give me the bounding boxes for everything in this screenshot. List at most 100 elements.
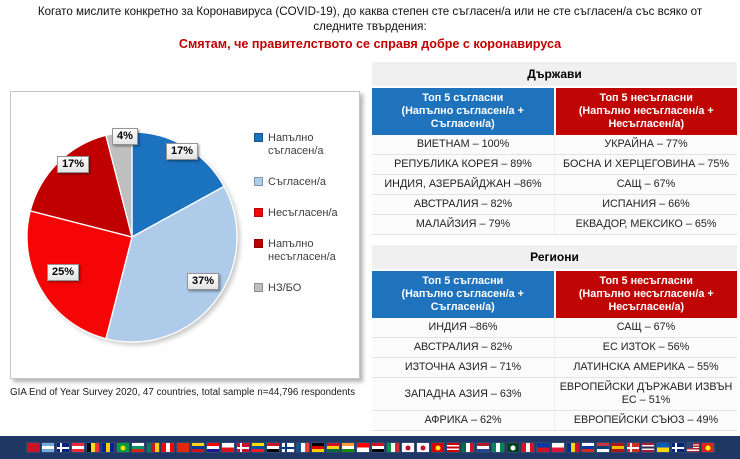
column-header-line1: Топ 5 несъгласни (599, 92, 693, 104)
flag-emblem (405, 445, 410, 450)
flag-mexico-icon (461, 443, 474, 452)
flag-denmark-icon (236, 443, 249, 452)
column-header-line2: (Напълно несъгласен/а + Несъгласен/а) (578, 105, 714, 130)
column-header-line2: (Напълно съгласен/а + Съгласен/а) (401, 105, 524, 130)
flag-colombia-icon (191, 443, 204, 452)
flag-japan-icon (401, 443, 414, 452)
flag-emblem (120, 445, 125, 450)
table-header-row: Топ 5 съгласни (Напълно съгласен/а + Съгл… (372, 88, 737, 135)
legend-swatch-icon (254, 283, 263, 292)
pie-slice-2 (26, 210, 133, 340)
table-row: МАЛАЙЗИЯ – 79% ЕКВАДОР, МЕКСИКО – 65% (372, 215, 737, 235)
flag-india-icon (341, 443, 354, 452)
column-header-line2: (Напълно несъгласен/а + Несъгласен/а) (578, 288, 714, 313)
table-cell: МАЛАЙЗИЯ – 79% (415, 218, 511, 230)
flag-emblem (510, 445, 515, 450)
table-cell: ЗАПАДНА АЗИЯ – 63% (404, 387, 522, 400)
table-countries: Държави Топ 5 съгласни (Напълно съгласен/а… (372, 62, 737, 235)
legend-label: Несъгласен/а (268, 207, 338, 219)
column-header-line1: Топ 5 несъгласни (599, 275, 693, 287)
pie-label-disagree: 25% (47, 264, 80, 281)
legend-item-4: НЗ/БО (254, 282, 356, 295)
table-cell: АВСТРАЛИЯ – 82% (413, 198, 513, 210)
flag-cross-h (671, 446, 684, 449)
flag-czechia-icon (221, 443, 234, 452)
table-row: ИНДИЯ –86% САЩ – 67% (372, 318, 737, 338)
flag-finland-icon (281, 443, 294, 452)
table-row: ЗАПАДНА АЗИЯ – 63% ЕВРОПЕЙСКИ ДЪРЖАВИ ИЗВ… (372, 378, 737, 411)
table-cell: БОСНА И ХЕРЦЕГОВИНА – 75% (554, 155, 737, 174)
column-header-disagree: Топ 5 несъгласни (Напълно несъгласен/а + … (553, 271, 737, 318)
flag-australia-icon (56, 443, 69, 452)
flag-romania-icon (566, 443, 579, 452)
legend-swatch-icon (254, 177, 263, 186)
table-cell: АФРИКА – 62% (424, 414, 502, 426)
flag-bosnia-herzegovina-icon (101, 443, 114, 452)
flag-cross-v (60, 443, 63, 452)
table-cell: ИНДИЯ, АЗЕРБАЙДЖАН –86% (384, 178, 542, 190)
column-header-agree: Топ 5 съгласни (Напълно съгласен/а + Съгл… (372, 271, 554, 318)
flag-indonesia-icon (356, 443, 369, 452)
flag-switzerland-icon (626, 443, 639, 452)
table-row: ИНДИЯ, АЗЕРБАЙДЖАН –86% САЩ – 67% (372, 175, 737, 195)
flag-cross-v (630, 443, 633, 452)
flag-cross-v (285, 443, 288, 452)
flag-emblem (705, 445, 710, 450)
header: Когато мислите конкретно за Коронавируса… (0, 4, 740, 52)
table-cell: ЕВРОПЕЙСКИ ДЪРЖАВИ ИЗВЪН ЕС – 51% (554, 378, 737, 410)
flag-cross-h (56, 446, 69, 449)
flag-argentina-icon (41, 443, 54, 452)
flag-south-korea-icon (416, 443, 429, 452)
flag-poland-icon (551, 443, 564, 452)
chart-legend: Напълно съгласен/а Съгласен/а Несъгласен/а… (254, 132, 356, 295)
column-header-agree: Топ 5 съгласни (Напълно съгласен/а + Съгл… (372, 88, 554, 135)
table-regions: Региони Топ 5 съгласни (Напълно съгласен/а… (372, 245, 737, 431)
flag-canada-icon (161, 443, 174, 452)
flag-cross-h (236, 446, 249, 449)
table-row: ИЗТОЧНА АЗИЯ – 71% ЛАТИНСКА АМЕРИКА – 55% (372, 358, 737, 378)
table-cell: ВИЕТНАМ – 100% (416, 138, 510, 150)
flag-cross-h (281, 446, 294, 449)
flag-emblem (435, 445, 440, 450)
table-cell: РЕПУБЛИКА КОРЕЯ – 89% (394, 158, 532, 170)
flag-albania-icon (26, 443, 39, 452)
pie-label-dk-na: 4% (112, 128, 138, 145)
flag-united-kingdom-icon (671, 443, 684, 452)
flag-brazil-icon (116, 443, 129, 452)
flag-cross-h (626, 446, 639, 449)
legend-label: НЗ/БО (268, 282, 302, 294)
flag-peru-icon (521, 443, 534, 452)
flag-cross-v (675, 443, 678, 452)
flag-pakistan-icon (506, 443, 519, 452)
survey-footnote: GIA End of Year Survey 2020, 47 countrie… (10, 387, 356, 398)
table-cell: ИНДИЯ –86% (428, 321, 498, 333)
column-header-line1: Топ 5 съгласни (422, 275, 504, 287)
flag-belgium-icon (86, 443, 99, 452)
page-subtitle: Смятам, че правителството се справя добр… (178, 37, 562, 51)
pie-label-fully-agree: 17% (166, 143, 199, 160)
table-cell: УКРАЙНА – 77% (554, 135, 737, 154)
flag-france-icon (296, 443, 309, 452)
flag-malaysia-icon (446, 443, 459, 452)
tables-panel: Държави Топ 5 съгласни (Напълно съгласен/а… (372, 62, 737, 441)
flag-cross-v (240, 443, 243, 452)
page-title-line1: Когато мислите конкретно за Коронавируса… (37, 5, 703, 18)
flag-russia-icon (581, 443, 594, 452)
flag-bulgaria-icon (131, 443, 144, 452)
flag-thailand-icon (641, 443, 654, 452)
flag-egypt-icon (266, 443, 279, 452)
flag-ecuador-icon (251, 443, 264, 452)
flag-china-icon (176, 443, 189, 452)
flag-netherlands-icon (476, 443, 489, 452)
table-row: ВИЕТНАМ – 100% УКРАЙНА – 77% (372, 135, 737, 155)
legend-label: Напълно несъгласен/а (268, 238, 336, 263)
flag-italy-icon (386, 443, 399, 452)
flag-serbia-icon (596, 443, 609, 452)
column-header-line2: (Напълно съгласен/а + Съгласен/а) (401, 288, 524, 313)
table-cell: АВСТРАЛИЯ – 82% (413, 341, 513, 353)
pie-label-agree: 37% (187, 273, 220, 290)
flag-croatia-icon (206, 443, 219, 452)
legend-item-0: Напълно съгласен/а (254, 132, 356, 158)
table-title: Държави (372, 62, 737, 86)
flag-emblem (420, 445, 425, 450)
